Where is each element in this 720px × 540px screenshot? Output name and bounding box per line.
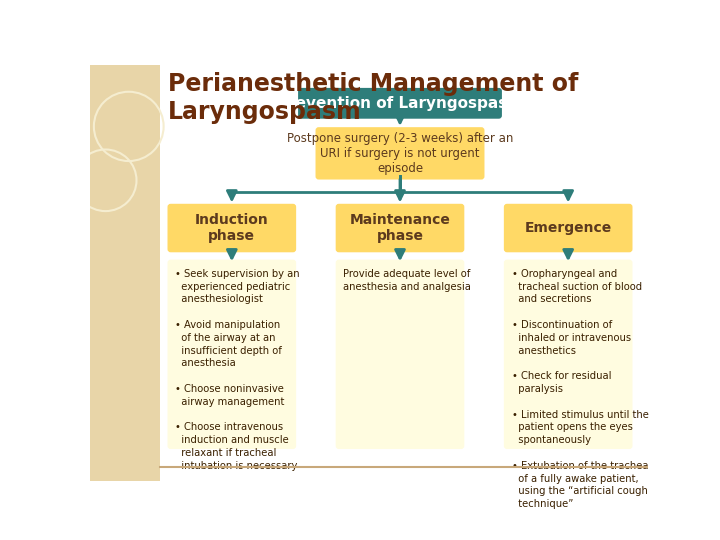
FancyBboxPatch shape	[336, 260, 464, 449]
Text: • Oropharyngeal and
  tracheal suction of blood
  and secretions

• Discontinuat: • Oropharyngeal and tracheal suction of …	[512, 269, 649, 509]
Text: Provide adequate level of
anesthesia and analgesia: Provide adequate level of anesthesia and…	[343, 269, 472, 292]
FancyBboxPatch shape	[298, 88, 502, 119]
Text: Emergence: Emergence	[525, 221, 612, 235]
Text: Maintenance
phase: Maintenance phase	[350, 213, 451, 243]
FancyBboxPatch shape	[315, 127, 485, 179]
FancyBboxPatch shape	[336, 204, 464, 252]
Text: Induction
phase: Induction phase	[195, 213, 269, 243]
Text: • Seek supervision by an
  experienced pediatric
  anesthesiologist

• Avoid man: • Seek supervision by an experienced ped…	[175, 269, 300, 471]
Text: Perianesthetic Management of
Laryngospasm: Perianesthetic Management of Laryngospas…	[168, 72, 578, 124]
Text: Postpone surgery (2-3 weeks) after an
URI if surgery is not urgent
episode: Postpone surgery (2-3 weeks) after an UR…	[287, 132, 513, 175]
FancyBboxPatch shape	[504, 204, 632, 252]
FancyBboxPatch shape	[504, 260, 632, 449]
FancyBboxPatch shape	[90, 65, 160, 481]
FancyBboxPatch shape	[168, 204, 296, 252]
Text: Prevention of Laryngospasm: Prevention of Laryngospasm	[277, 96, 523, 111]
FancyBboxPatch shape	[168, 260, 296, 449]
